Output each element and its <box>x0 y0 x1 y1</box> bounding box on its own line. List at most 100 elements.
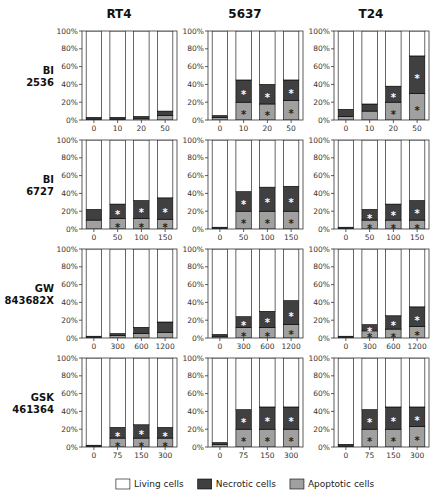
bar-segment <box>236 211 251 229</box>
bar-segment <box>157 333 172 338</box>
bar-segment <box>134 358 149 425</box>
y-tick-label: 60% <box>313 280 330 289</box>
y-tick-label: 60% <box>187 171 204 180</box>
y-tick-label: 100% <box>183 245 204 254</box>
y-tick <box>205 447 208 448</box>
y-tick-label: 20% <box>61 425 78 434</box>
y-tick <box>79 429 82 430</box>
legend-item: Living cells <box>116 479 184 489</box>
y-tick-label: 40% <box>187 189 204 198</box>
significance-star: * <box>115 441 121 452</box>
row-label-line: 2536 <box>26 76 54 87</box>
bar-segment <box>362 429 377 447</box>
x-tick <box>93 338 94 341</box>
x-tick <box>267 447 268 450</box>
bar-segment <box>110 31 125 117</box>
plot-frame <box>334 358 429 447</box>
x-tick-label: 0 <box>217 342 222 351</box>
bar-segment <box>157 322 172 333</box>
x-tick-label: 0 <box>343 451 348 460</box>
y-tick-label: 20% <box>61 316 78 325</box>
x-tick <box>93 120 94 123</box>
bar-segment <box>236 102 251 120</box>
panel: 0%20%40%60%80%100%075150300****** <box>183 354 303 461</box>
x-tick <box>165 120 166 123</box>
significance-star: * <box>265 92 271 103</box>
x-tick-label: 100 <box>386 233 401 242</box>
bar-segment <box>212 140 227 227</box>
y-tick <box>205 193 208 194</box>
y-tick-label: 80% <box>187 371 204 380</box>
y-tick-label: 0% <box>66 116 78 125</box>
x-tick-label: 150 <box>386 451 401 460</box>
panel: 0%20%40%60%80%100%03006001200 <box>57 245 177 352</box>
significance-star: * <box>265 197 271 208</box>
bar-segment <box>283 429 298 447</box>
y-tick <box>205 120 208 121</box>
x-tick-label: 600 <box>134 342 149 351</box>
bar-segment <box>236 429 251 447</box>
x-tick <box>291 229 292 232</box>
bar-segment <box>362 358 377 410</box>
bar-segment <box>338 140 353 227</box>
y-tick-label: 100% <box>183 136 204 145</box>
significance-star: * <box>415 435 421 446</box>
y-tick-label: 40% <box>313 189 330 198</box>
y-tick <box>205 175 208 176</box>
y-tick <box>79 175 82 176</box>
x-tick <box>243 447 244 450</box>
x-tick <box>243 229 244 232</box>
y-tick <box>79 211 82 212</box>
x-tick-label: 100 <box>260 233 275 242</box>
y-tick-label: 40% <box>313 80 330 89</box>
x-tick <box>291 447 292 450</box>
y-tick-label: 40% <box>187 298 204 307</box>
y-tick-label: 0% <box>318 334 330 343</box>
y-tick-label: 80% <box>313 371 330 380</box>
y-tick-label: 40% <box>61 298 78 307</box>
significance-star: * <box>415 415 421 426</box>
significance-star: * <box>265 416 271 427</box>
plot-frame <box>208 31 303 120</box>
y-tick <box>331 31 334 32</box>
significance-star: * <box>415 105 421 116</box>
y-tick-label: 60% <box>61 280 78 289</box>
y-tick-label: 20% <box>313 98 330 107</box>
row-label-line: BI <box>43 173 54 184</box>
significance-star: * <box>415 330 421 341</box>
legend-label: Living cells <box>134 479 184 489</box>
x-tick-label: 0 <box>91 124 96 133</box>
x-tick-label: 0 <box>343 233 348 242</box>
y-tick <box>331 102 334 103</box>
legend-label: Apoptotic cells <box>308 479 374 489</box>
y-tick <box>205 411 208 412</box>
bar-segment <box>386 102 401 120</box>
x-tick <box>291 120 292 123</box>
significance-star: * <box>265 110 271 121</box>
bar-segment <box>283 80 298 100</box>
x-tick <box>345 338 346 341</box>
y-tick <box>205 302 208 303</box>
y-tick-label: 100% <box>57 27 78 36</box>
bar-segment <box>134 140 149 201</box>
significance-star: * <box>391 416 397 427</box>
y-tick <box>331 175 334 176</box>
bar-segment <box>110 358 125 427</box>
plot-frame <box>208 140 303 229</box>
y-tick-label: 80% <box>61 371 78 380</box>
y-tick <box>205 211 208 212</box>
significance-star: * <box>139 222 145 233</box>
bar-segment <box>338 31 353 109</box>
bar-segment <box>409 31 424 56</box>
panel: 0%20%40%60%80%100%075150300****** <box>57 354 177 461</box>
bar-segment <box>283 358 298 407</box>
plot-frame <box>208 249 303 338</box>
bar-segment <box>409 407 424 427</box>
bar-segment <box>260 187 275 211</box>
significance-star: * <box>415 208 421 219</box>
bar-segment <box>134 31 149 116</box>
x-tick-label: 75 <box>365 451 375 460</box>
column-title: RT4 <box>106 7 131 21</box>
bar-segment <box>386 358 401 407</box>
y-tick <box>331 84 334 85</box>
